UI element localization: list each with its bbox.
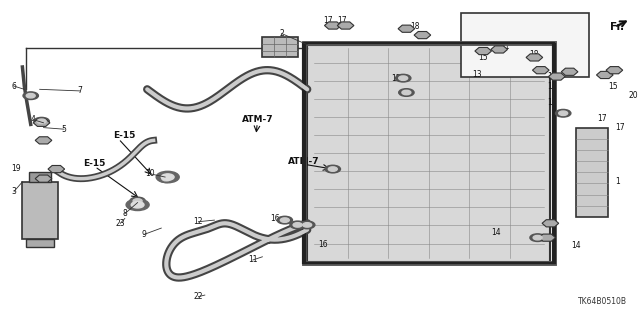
Circle shape xyxy=(26,93,35,98)
Polygon shape xyxy=(475,48,492,55)
Circle shape xyxy=(559,111,568,115)
Text: 1: 1 xyxy=(615,177,620,186)
Circle shape xyxy=(325,165,340,173)
Text: 2: 2 xyxy=(279,29,284,38)
Text: E-15: E-15 xyxy=(114,131,136,140)
Text: 17: 17 xyxy=(323,16,333,25)
Text: 18: 18 xyxy=(410,22,419,31)
Circle shape xyxy=(300,221,315,229)
Text: 13: 13 xyxy=(547,98,557,107)
Text: 6: 6 xyxy=(12,82,17,91)
Bar xyxy=(26,239,54,247)
Bar xyxy=(29,172,51,182)
Text: 15: 15 xyxy=(547,72,557,81)
Circle shape xyxy=(23,92,38,100)
Text: 14: 14 xyxy=(491,228,501,237)
Polygon shape xyxy=(548,73,565,80)
Polygon shape xyxy=(337,22,354,29)
Circle shape xyxy=(280,218,289,222)
Polygon shape xyxy=(606,67,623,74)
Text: TK64B0510B: TK64B0510B xyxy=(578,297,627,306)
Text: 22: 22 xyxy=(194,292,203,301)
Text: 18: 18 xyxy=(547,82,556,91)
Text: 9: 9 xyxy=(141,230,147,239)
Circle shape xyxy=(293,223,302,227)
Text: 12: 12 xyxy=(194,217,203,226)
Circle shape xyxy=(161,174,174,180)
Circle shape xyxy=(399,76,408,80)
Circle shape xyxy=(162,176,171,181)
Text: 20: 20 xyxy=(628,91,639,100)
Circle shape xyxy=(156,171,179,183)
Circle shape xyxy=(533,235,542,240)
Circle shape xyxy=(556,109,571,117)
Text: 13: 13 xyxy=(472,70,482,79)
Text: 15: 15 xyxy=(478,53,488,62)
Polygon shape xyxy=(542,220,559,227)
Polygon shape xyxy=(596,71,613,78)
Text: ATM-7: ATM-7 xyxy=(241,115,273,124)
Text: 14: 14 xyxy=(571,241,581,250)
Polygon shape xyxy=(35,137,52,144)
Circle shape xyxy=(290,221,305,229)
Circle shape xyxy=(399,89,414,96)
Bar xyxy=(461,13,589,77)
Bar xyxy=(304,43,554,263)
Polygon shape xyxy=(398,25,415,32)
Text: 5: 5 xyxy=(61,125,67,134)
Text: E-15: E-15 xyxy=(84,159,106,168)
Bar xyxy=(307,45,550,262)
Circle shape xyxy=(130,197,145,205)
Polygon shape xyxy=(48,166,65,173)
Circle shape xyxy=(37,119,46,123)
Text: 3: 3 xyxy=(12,187,17,196)
Text: 17: 17 xyxy=(596,114,607,122)
Text: 21: 21 xyxy=(501,42,510,51)
Circle shape xyxy=(402,90,411,95)
Text: 7: 7 xyxy=(77,86,83,95)
Bar xyxy=(304,43,554,263)
Polygon shape xyxy=(532,67,549,74)
Text: 16: 16 xyxy=(318,240,328,249)
Bar xyxy=(576,128,608,217)
Polygon shape xyxy=(561,68,578,75)
Circle shape xyxy=(34,117,49,125)
Bar xyxy=(262,37,298,57)
Text: 19: 19 xyxy=(11,164,21,173)
Circle shape xyxy=(159,175,174,182)
Text: 17: 17 xyxy=(337,16,348,25)
Circle shape xyxy=(133,199,142,203)
Text: 11: 11 xyxy=(248,256,257,264)
Polygon shape xyxy=(491,46,508,53)
Polygon shape xyxy=(414,32,431,39)
Text: 17: 17 xyxy=(614,123,625,132)
Circle shape xyxy=(131,202,144,208)
Circle shape xyxy=(303,223,312,227)
Text: Fr.: Fr. xyxy=(610,22,624,32)
Circle shape xyxy=(126,199,149,211)
Circle shape xyxy=(396,74,411,82)
Text: 8: 8 xyxy=(122,209,127,218)
Polygon shape xyxy=(324,22,341,29)
Polygon shape xyxy=(33,119,50,126)
Polygon shape xyxy=(526,54,543,61)
Circle shape xyxy=(530,234,545,241)
Text: ATM-7: ATM-7 xyxy=(288,157,320,166)
Bar xyxy=(22,182,58,239)
Polygon shape xyxy=(35,175,52,182)
Text: 16: 16 xyxy=(270,214,280,223)
Circle shape xyxy=(277,216,292,224)
Circle shape xyxy=(328,167,337,171)
Text: 15: 15 xyxy=(608,82,618,91)
Text: 4: 4 xyxy=(31,115,36,124)
Text: 18: 18 xyxy=(530,50,539,59)
Text: 16: 16 xyxy=(291,225,301,234)
Polygon shape xyxy=(539,234,556,241)
Text: 23: 23 xyxy=(115,219,125,228)
Text: 10: 10 xyxy=(145,169,156,178)
Text: 15: 15 xyxy=(390,74,401,83)
